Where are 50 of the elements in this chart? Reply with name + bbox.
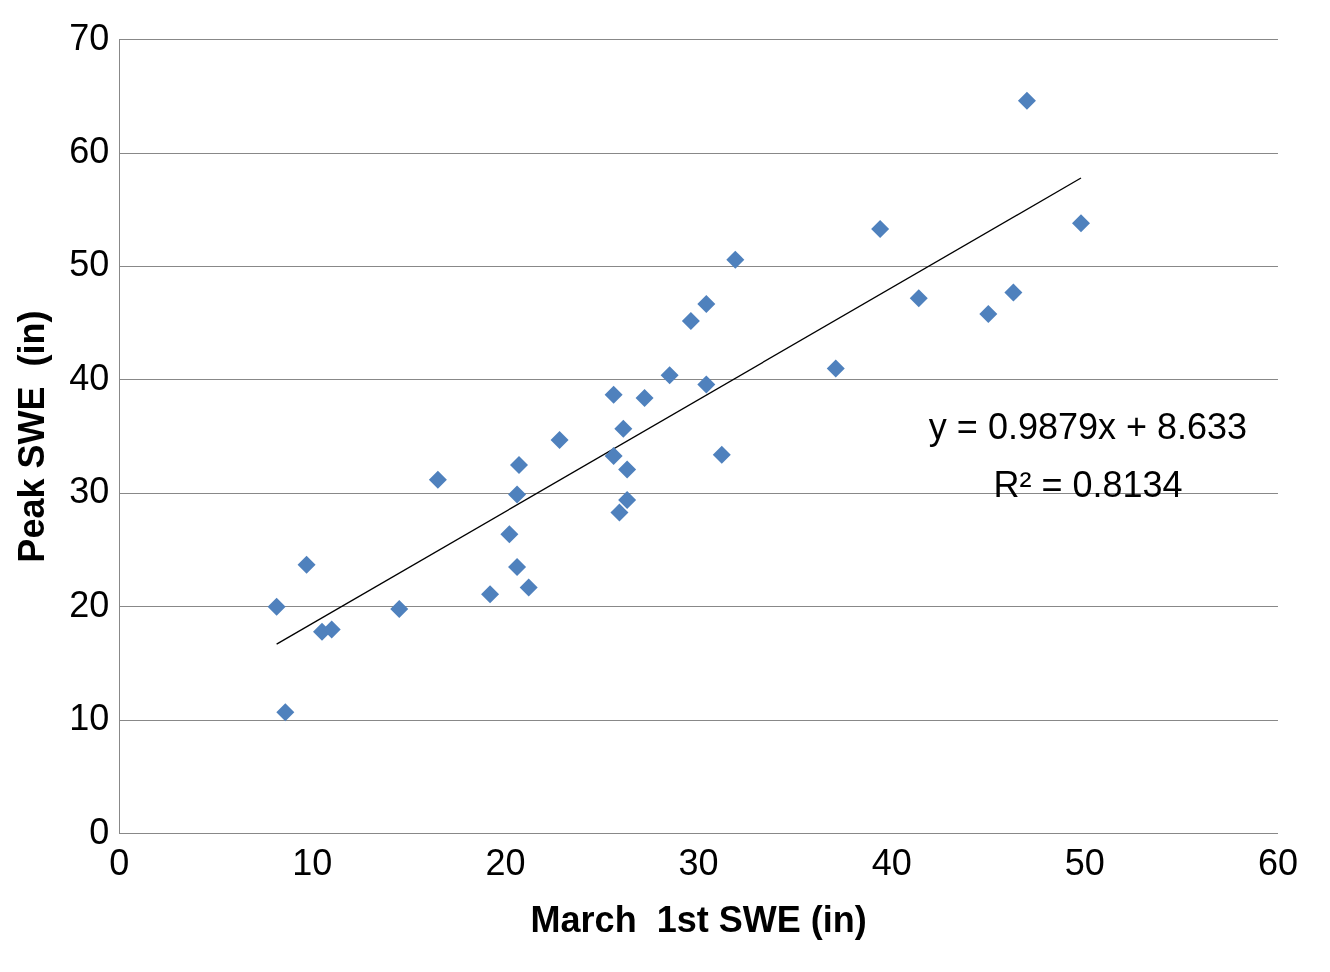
point [390,600,409,619]
x-tick-label: 40 [871,842,912,884]
y-tick-label: 0 [89,810,110,852]
point [909,289,928,308]
x-tick-label: 20 [485,842,526,884]
point [550,431,569,449]
y-tick-label: 70 [69,16,110,58]
point [871,220,890,239]
point [604,446,623,465]
point [519,578,538,597]
x-tick-label: 50 [1064,842,1105,884]
x-tick-label: 10 [292,842,333,884]
point [1017,91,1036,110]
point [604,385,623,404]
point [500,525,519,544]
point [276,703,295,722]
point [826,359,845,378]
x-axis-title: March 1st SWE (in) [530,899,867,941]
y-axis-title: Peak SWE (in) [10,310,52,563]
x-tick-label: 60 [1257,842,1298,884]
point [267,597,286,616]
y-tick-label: 40 [69,356,110,398]
point [428,470,447,489]
point [614,419,633,438]
point [697,375,716,394]
y-tick-label: 30 [69,470,110,512]
point [481,585,500,604]
point [510,455,529,474]
point [660,366,679,385]
y-tick-label: 10 [69,697,110,739]
point [618,460,637,479]
point [712,445,731,464]
point [1071,214,1090,233]
annotation: R² = 0.8134 [993,463,1183,505]
point [635,389,654,408]
y-tick-label: 60 [69,129,110,171]
y-tick-label: 20 [69,583,110,625]
point [618,491,637,510]
point [726,250,745,269]
point [979,305,998,324]
point [610,503,629,522]
point [508,485,527,504]
point [681,311,700,330]
point [697,294,716,313]
x-tick-label: 30 [678,842,719,884]
point [1004,283,1023,302]
annotation: y = 0.9879x + 8.633 [928,405,1248,447]
point [508,558,527,577]
y-tick-label: 50 [69,243,110,285]
point [297,555,316,574]
